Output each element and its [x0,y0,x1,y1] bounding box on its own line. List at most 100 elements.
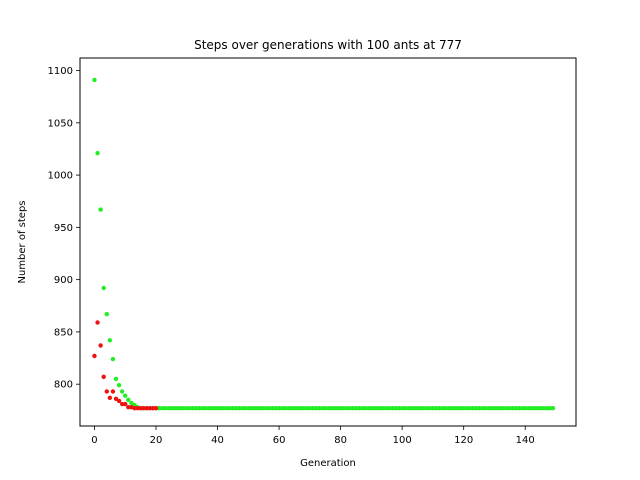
data-point-green [421,406,426,411]
data-point-green [221,406,226,411]
data-point-green [301,406,306,411]
data-point-green [547,406,553,411]
data-point-green [412,406,417,411]
data-point-green [95,150,100,156]
data-point-green [310,406,316,411]
data-point-green [535,406,540,411]
data-point-green [372,406,377,411]
data-point-green [227,406,233,411]
data-point-green [239,406,245,411]
data-point-red [153,406,159,411]
data-point-green [470,406,476,411]
data-point-green [113,376,119,382]
data-point-green [396,406,402,411]
data-point-green [175,406,180,411]
data-point-red [110,389,116,394]
data-point-green [264,406,269,411]
data-point-red [107,395,113,400]
data-point-green [123,393,128,398]
data-point-green [544,406,549,411]
data-point-red [132,406,137,411]
x-tick-label: 100 [393,435,412,446]
axes-frame [79,57,577,427]
data-point-green [283,406,288,411]
data-point-green [384,406,389,411]
data-point-green [436,406,442,411]
data-point-green [415,406,420,411]
y-tick-label: 900 [54,275,73,286]
data-point-green [455,406,460,411]
data-point-green [159,406,165,411]
x-axis-ticks: 0 20 40 60 80 100 120 140 [91,426,535,446]
data-point-green [286,406,291,411]
data-point-red [113,396,119,402]
data-point-green [347,406,353,411]
data-point-green [193,406,199,411]
data-point-green [344,406,349,411]
data-point-green [467,406,473,411]
data-point-green [304,406,309,411]
data-point-green [163,406,168,411]
data-point-red [150,406,156,411]
y-axis-label: Number of steps [17,200,28,283]
data-point-green [489,406,494,411]
x-tick-label: 40 [211,435,224,446]
data-point-green [427,406,433,411]
data-point-green [433,406,439,411]
data-point-red [104,389,109,394]
data-point-green [218,406,223,411]
data-point-green [483,406,488,411]
data-point-green [523,406,528,411]
y-tick-label: 1100 [48,66,73,77]
data-point-green [439,406,445,411]
data-point-green [230,406,236,411]
data-point-green [252,406,257,411]
data-point-green [206,406,211,411]
data-point-green [390,406,396,411]
data-point-green [289,406,294,411]
data-point-red [119,401,125,407]
data-point-green [363,406,368,411]
data-point-red [123,401,128,407]
data-point-green [381,406,386,411]
y-tick-label: 950 [54,223,73,234]
data-point-green [443,406,448,411]
data-point-green [492,406,497,411]
data-points [92,77,556,411]
data-point-green [446,406,451,411]
data-point-green [486,406,491,411]
data-point-green [529,406,534,411]
data-point-green [461,406,466,411]
data-point-green [353,406,359,411]
plot-area: 0 20 40 60 80 100 120 140 800 850 900 950 1000 1050 1… [48,57,577,446]
data-point-red [147,406,153,411]
data-point-green [203,406,208,411]
data-point-green [104,311,109,317]
data-point-green [224,406,229,411]
data-point-green [507,406,513,411]
data-point-green [359,406,365,411]
data-point-red [144,406,149,411]
data-point-green [326,406,331,411]
data-point-green [209,406,214,411]
data-point-green [526,406,531,411]
data-point-green [156,406,162,411]
data-point-green [276,406,282,411]
data-point-green [98,207,103,212]
data-point-red [101,374,106,380]
data-point-green [516,406,522,411]
data-point-green [409,406,414,411]
y-axis-ticks: 800 850 900 950 1000 1050 1100 [48,66,80,391]
data-point-green [498,406,503,411]
data-point-green [172,406,177,411]
chart-title: Steps over generations with 100 ants at … [194,38,462,52]
data-point-green [458,406,463,411]
data-point-green [243,406,248,411]
data-point-green [375,406,380,411]
data-point-green [166,406,171,411]
data-point-red [98,343,103,348]
data-point-green [495,406,500,411]
data-point-green [181,406,186,411]
data-point-red [95,320,100,325]
data-point-green [356,406,362,411]
